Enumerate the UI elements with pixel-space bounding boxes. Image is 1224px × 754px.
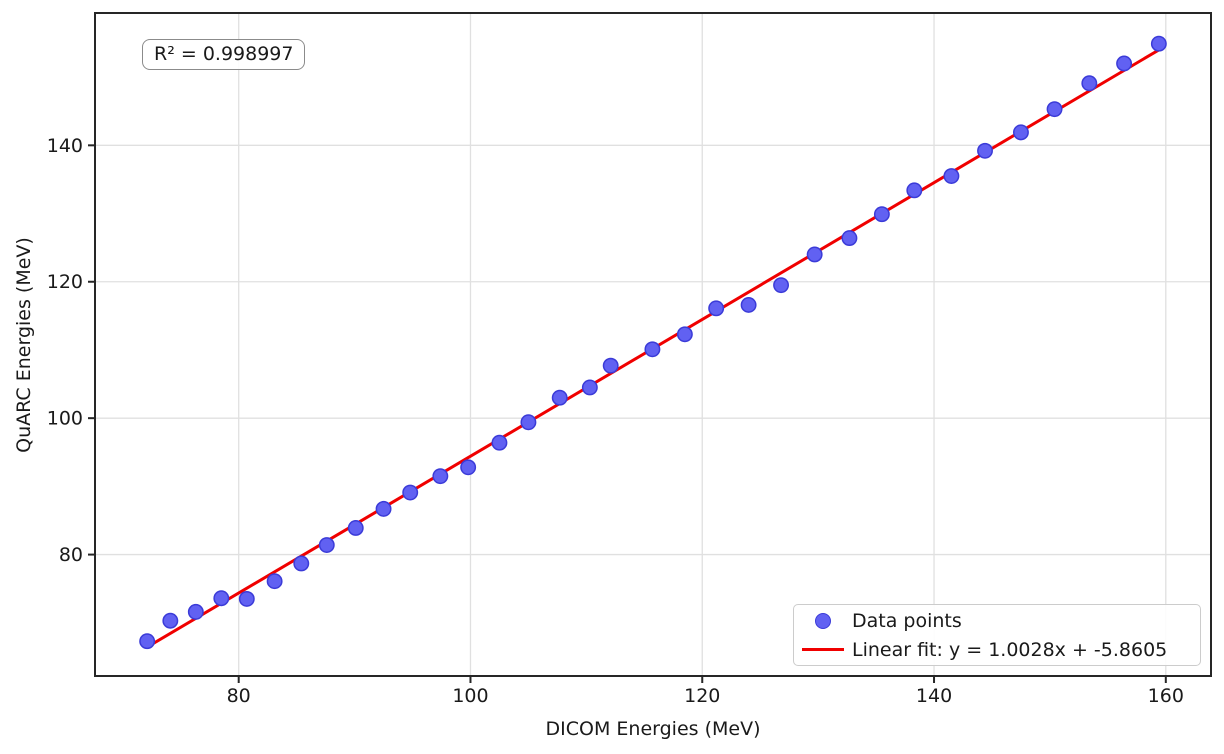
x-tick-label: 100 — [452, 685, 488, 707]
data-point — [139, 633, 156, 650]
data-point — [375, 500, 392, 517]
data-point — [806, 246, 823, 263]
data-point — [238, 590, 255, 607]
data-point — [581, 379, 598, 396]
data-point — [213, 590, 230, 607]
x-tick-label: 140 — [916, 685, 952, 707]
data-point — [943, 168, 960, 184]
data-point — [1046, 101, 1063, 118]
data-point — [740, 296, 757, 313]
legend: Data points Linear fit: y = 1.0028x + -5… — [793, 604, 1201, 666]
data-point — [1081, 75, 1098, 92]
legend-item-linear-fit: Linear fit: y = 1.0028x + -5.8605 — [794, 637, 1200, 663]
y-tick-label: 80 — [59, 544, 83, 566]
legend-item-data-points: Data points — [794, 608, 1200, 634]
data-point — [266, 573, 283, 590]
linear-fit-line-icon — [802, 647, 844, 652]
y-tick-label: 140 — [47, 135, 83, 157]
legend-label-data-points: Data points — [852, 609, 962, 632]
data-point — [602, 357, 619, 374]
legend-label-linear-fit: Linear fit: y = 1.0028x + -5.8605 — [852, 638, 1168, 661]
data-point — [293, 555, 310, 572]
data-points-marker-icon — [815, 612, 831, 629]
data-point — [676, 326, 693, 343]
data-point — [906, 182, 923, 199]
data-point — [873, 206, 890, 223]
data-point — [520, 414, 537, 431]
data-point — [644, 341, 661, 358]
plot-border — [94, 12, 1212, 677]
r-squared-text: R² = 0.998997 — [154, 43, 294, 65]
data-point — [1116, 55, 1133, 72]
data-point — [773, 277, 790, 294]
r-squared-annotation: R² = 0.998997 — [142, 39, 306, 70]
data-point — [841, 230, 858, 247]
data-point — [432, 468, 449, 485]
x-tick-label: 160 — [1148, 685, 1184, 707]
data-point — [491, 434, 508, 451]
data-point — [551, 389, 568, 406]
data-point — [460, 459, 477, 476]
data-point — [187, 603, 204, 620]
x-axis-label: DICOM Energies (MeV) — [545, 718, 761, 740]
data-point — [402, 484, 419, 501]
y-tick-label: 120 — [47, 271, 83, 293]
data-point — [162, 612, 179, 629]
data-point — [1012, 124, 1029, 141]
y-axis-label: QuARC Energies (MeV) — [13, 237, 35, 453]
data-point — [347, 520, 364, 536]
x-tick-label: 120 — [684, 685, 720, 707]
data-point — [1150, 35, 1167, 52]
y-tick-label: 100 — [47, 408, 83, 430]
data-point — [708, 300, 725, 317]
data-point — [318, 537, 335, 553]
x-tick-label: 80 — [227, 685, 251, 707]
data-point — [977, 142, 993, 159]
